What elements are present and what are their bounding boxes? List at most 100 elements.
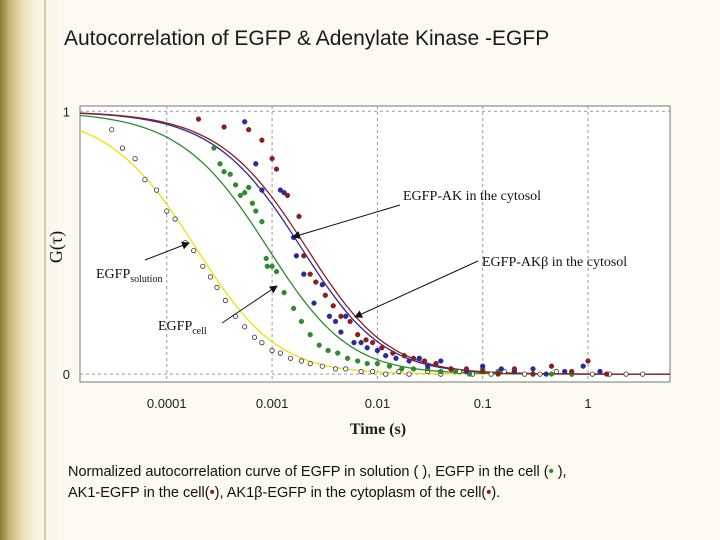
data-point-series-3: [273, 166, 280, 172]
data-point-series-0: [214, 284, 220, 290]
data-point-series-0: [154, 187, 160, 193]
data-point-series-0: [172, 216, 178, 222]
y-axis-label: G(τ): [46, 231, 67, 263]
data-point-series-2: [277, 187, 284, 193]
data-point-series-1: [364, 360, 370, 367]
data-point-series-1: [242, 190, 248, 196]
data-point-series-0: [406, 371, 412, 377]
data-point-series-0: [298, 358, 304, 364]
data-point-series-1: [374, 360, 381, 367]
data-point-series-3: [301, 253, 307, 259]
annotation-egfp-ak: EGFP-AK in the cytosol: [403, 189, 541, 204]
annotation-egfp-cell: EGFPcell: [158, 319, 207, 337]
data-point-series-0: [623, 371, 629, 377]
data-point-series-0: [259, 339, 265, 346]
data-point-series-0: [142, 177, 148, 183]
caption-line2-part3: ).: [491, 485, 501, 501]
data-point-series-2: [319, 282, 325, 288]
x-axis-label: Time (s): [350, 421, 406, 438]
data-point-series-3: [421, 358, 428, 364]
data-point-series-3: [246, 127, 252, 133]
data-point-series-0: [589, 371, 596, 377]
annotation-egfp-solution-sub: solution: [130, 274, 162, 285]
data-point-series-1: [410, 366, 417, 372]
data-point-series-0: [277, 350, 283, 356]
data-point-series-1: [399, 366, 405, 372]
data-point-series-2: [281, 190, 287, 196]
data-point-series-0: [109, 127, 115, 133]
y-tick-label: 1: [63, 104, 70, 119]
data-point-series-2: [332, 318, 339, 325]
data-point-series-1: [344, 355, 351, 361]
data-point-series-2: [383, 353, 389, 359]
data-point-series-1: [386, 363, 393, 369]
arrow-egfp-cell: [221, 285, 278, 324]
arrow-egfp-akb: [354, 260, 479, 318]
caption-line1-part1: Normalized autocorrelation curve of EGFP…: [68, 464, 549, 480]
annotation-egfp-cell-sub: cell: [192, 326, 207, 337]
data-point-series-3: [433, 360, 439, 367]
data-point-series-0: [537, 371, 543, 377]
data-point-series-3: [448, 366, 454, 372]
data-point-series-3: [284, 192, 291, 199]
data-point-series-2: [253, 161, 259, 167]
data-point-series-2: [242, 119, 248, 125]
annotation-egfp-akb-main: EGFP-AK: [482, 255, 541, 270]
data-point-series-0: [307, 360, 313, 367]
data-point-series-0: [358, 368, 364, 375]
data-point-series-1: [355, 358, 361, 364]
data-point-series-3: [410, 355, 417, 361]
data-point-series-3: [463, 366, 470, 372]
data-point-series-0: [132, 156, 138, 162]
x-tick-label: 0.001: [256, 396, 289, 411]
data-point-series-1: [221, 169, 227, 175]
data-point-series-3: [259, 137, 265, 143]
data-point-series-0: [251, 334, 258, 340]
annotation-egfp-akb-rest: in the cytosol: [548, 255, 627, 270]
data-point-series-3: [363, 337, 369, 343]
data-point-series-3: [379, 345, 385, 351]
data-point-series-2: [311, 300, 317, 306]
data-point-series-2: [259, 187, 265, 193]
annotation-egfp-solution-main: EGFP: [96, 267, 130, 282]
data-point-series-0: [242, 324, 248, 330]
data-point-series-0: [319, 363, 325, 369]
data-point-series-3: [355, 332, 361, 338]
annotation-egfp-akb-symbol: β: [541, 255, 548, 270]
data-point-series-1: [259, 219, 265, 225]
y-tick-label: 0: [63, 367, 70, 382]
data-point-series-2: [364, 345, 370, 351]
data-point-series-2: [293, 253, 300, 259]
data-point-series-2: [301, 271, 307, 277]
data-point-series-3: [585, 358, 591, 364]
data-point-series-1: [290, 305, 297, 312]
data-point-series-1: [269, 263, 275, 269]
data-point-series-1: [249, 200, 256, 206]
data-point-series-3: [322, 292, 328, 298]
data-point-series-1: [264, 263, 270, 269]
data-point-series-1: [263, 255, 269, 262]
data-point-series-2: [343, 313, 349, 319]
data-point-series-1: [217, 161, 223, 167]
x-tick-label: 0.01: [365, 396, 390, 411]
data-point-series-3: [569, 368, 575, 375]
data-point-series-0: [222, 297, 228, 304]
caption-dot-red: •: [486, 485, 492, 501]
data-point-series-3: [347, 318, 353, 325]
data-point-series-3: [511, 366, 518, 372]
decorative-rule: [44, 0, 46, 540]
x-tick-label: 1: [584, 396, 591, 411]
x-tick-label: 0.0001: [147, 396, 187, 411]
data-point-series-2: [438, 358, 444, 364]
data-point-series-3: [313, 279, 319, 285]
data-point-series-0: [287, 355, 294, 361]
data-point-series-3: [495, 371, 501, 377]
data-point-series-2: [480, 363, 486, 369]
caption-dot-green: •: [548, 464, 554, 480]
data-point-series-3: [307, 271, 313, 277]
data-point-series-3: [338, 313, 344, 319]
annotation-egfp-cell-main: EGFP: [158, 319, 192, 334]
data-point-series-0: [553, 368, 559, 375]
data-point-series-3: [548, 363, 555, 369]
grid: [80, 106, 670, 382]
